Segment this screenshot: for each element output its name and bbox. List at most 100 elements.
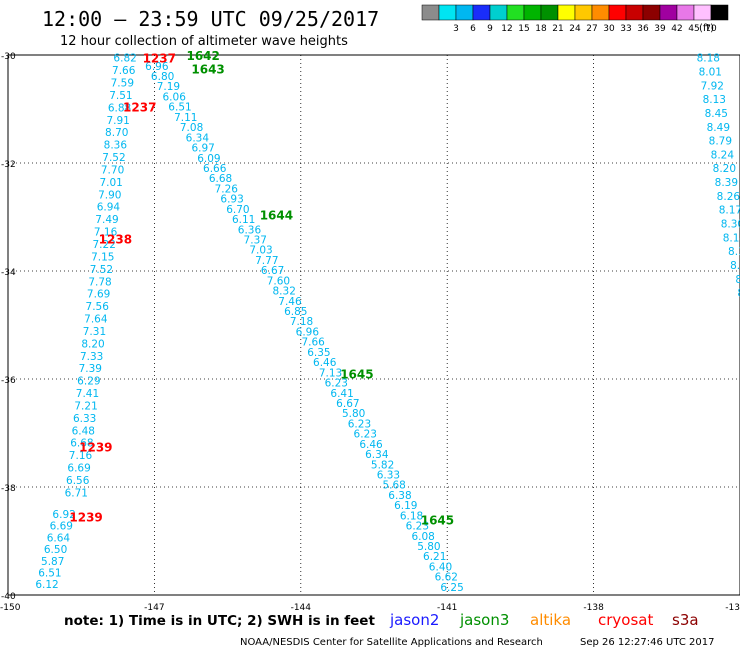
wave-height-value: 7.01 bbox=[99, 177, 122, 189]
wave-height-value: 6.23 bbox=[406, 521, 429, 533]
color-scale-tick-label: 12 bbox=[501, 24, 512, 34]
wave-height-value: 7.16 bbox=[94, 227, 118, 239]
wave-height-value: 6.67 bbox=[261, 265, 284, 277]
wave-height-value: 6.96 bbox=[145, 61, 169, 73]
color-scale-swatch bbox=[574, 4, 593, 21]
color-scale-swatch bbox=[540, 4, 559, 21]
wave-height-value: 6.88 bbox=[108, 102, 131, 114]
pass-time-label: 1237 bbox=[123, 100, 156, 114]
wave-height-value: 6.50 bbox=[44, 544, 67, 556]
wave-height-value: 6.56 bbox=[66, 475, 90, 487]
wave-height-value: 5.80 bbox=[342, 408, 365, 420]
color-scale-tick-label: 15 bbox=[518, 24, 529, 34]
wave-height-value: 6.97 bbox=[191, 143, 214, 155]
pass-time-label: 1643 bbox=[191, 63, 224, 77]
wave-height-value: 8.01 bbox=[699, 67, 722, 79]
wave-height-value: 6.94 bbox=[97, 202, 121, 214]
wave-height-value: 8.0 bbox=[730, 260, 740, 272]
wave-height-value: 6.25 bbox=[440, 582, 463, 594]
wave-height-value: 8.45 bbox=[705, 108, 728, 120]
color-scale-swatch bbox=[438, 4, 457, 21]
wave-height-value: 7.60 bbox=[267, 275, 290, 287]
wave-height-value: 8.24 bbox=[711, 149, 735, 161]
wave-height-value: 7.21 bbox=[74, 400, 97, 412]
wave-height-value: 7.66 bbox=[301, 337, 325, 349]
pass-time-label: 1239 bbox=[79, 441, 112, 455]
wave-height-value: 6.51 bbox=[168, 102, 191, 114]
wave-height-value: 7.69 bbox=[87, 289, 110, 301]
wave-height-value: 6.06 bbox=[163, 91, 187, 103]
wave-height-value: 7.19 bbox=[157, 81, 180, 93]
satellite-legend-s3a: s3a bbox=[672, 611, 699, 629]
wave-height-value: 6.23 bbox=[348, 418, 371, 430]
axis-tick-labels: -30 -32 -34 -36 -38 -40-150 -147 -144 -141 -138 -1… bbox=[0, 52, 740, 613]
wave-height-value: 7.92 bbox=[701, 80, 724, 92]
color-scale-swatch bbox=[489, 4, 508, 21]
pass-time-label: 1238 bbox=[99, 233, 132, 247]
wave-height-value: 8.36 bbox=[104, 140, 128, 152]
wave-height-value: 7.37 bbox=[244, 235, 267, 247]
wave-height-value: 7.56 bbox=[86, 301, 110, 313]
satellite-legend-jason2: jason2 bbox=[389, 611, 439, 629]
color-scale-swatch bbox=[557, 4, 576, 21]
wave-height-value: 8. bbox=[737, 288, 740, 300]
wave-height-value: 5.80 bbox=[417, 541, 440, 553]
wave-height-color-scale: 3 6 9 12 15 18 21 24 27 30 33 36 39 42 45 70 bbox=[421, 4, 729, 34]
color-scale-tick-label: 6 bbox=[470, 24, 476, 34]
wave-height-value: 6.33 bbox=[377, 470, 400, 482]
wave-height-value: 6.70 bbox=[226, 204, 249, 216]
color-scale-tick-label: 30 bbox=[603, 24, 615, 34]
wave-height-value: 6.33 bbox=[73, 413, 96, 425]
wave-height-value: 6.23 bbox=[325, 378, 348, 390]
wave-height-value: 6.92 bbox=[52, 509, 75, 521]
wave-height-value: 7.11 bbox=[174, 112, 197, 124]
wave-height-value: 6.66 bbox=[203, 163, 227, 175]
color-scale-tick-label: 27 bbox=[586, 24, 597, 34]
pass-time-label: 1645 bbox=[340, 368, 373, 382]
wave-height-value: 6.40 bbox=[429, 561, 452, 573]
wave-height-value: 6.93 bbox=[220, 194, 243, 206]
wave-height-value: 7.22 bbox=[93, 239, 116, 251]
wave-height-value: 6.11 bbox=[232, 214, 255, 226]
longitude-tick-label: -147 bbox=[144, 603, 164, 613]
color-scale-swatch bbox=[523, 4, 542, 21]
wave-height-value: 8.49 bbox=[707, 122, 730, 134]
wave-height-value: 7.15 bbox=[91, 251, 114, 263]
wave-height-value: 7.90 bbox=[98, 189, 121, 201]
wave-height-value: 7.91 bbox=[106, 115, 129, 127]
satellite-legend-jason3: jason3 bbox=[459, 611, 509, 629]
color-scale-swatch bbox=[625, 4, 644, 21]
footer-credit: NOAA/NESDIS Center for Satellite Applica… bbox=[240, 637, 543, 648]
wave-height-value: 5.87 bbox=[41, 556, 64, 568]
wave-height-value: 6.64 bbox=[47, 532, 71, 544]
satellite-legend-altika: altika bbox=[530, 611, 571, 629]
color-scale-swatch bbox=[472, 4, 491, 21]
wave-height-value: 8.26 bbox=[717, 191, 740, 203]
wave-height-value: 6.34 bbox=[186, 132, 210, 144]
latitude-tick-label: -32 bbox=[1, 160, 16, 170]
longitude-tick-label: -150 bbox=[0, 603, 21, 613]
wave-height-value: 6.80 bbox=[151, 71, 174, 83]
longitude-tick-label: -13 bbox=[725, 603, 740, 613]
wave-height-value: 5.68 bbox=[382, 480, 405, 492]
latitude-tick-label: -40 bbox=[1, 592, 16, 602]
wave-height-value: 7.46 bbox=[278, 296, 302, 308]
longitude-tick-label: -138 bbox=[583, 603, 604, 613]
color-scale-swatch bbox=[506, 4, 525, 21]
wave-height-value: 7.41 bbox=[76, 388, 99, 400]
satellite-legend-cryosat: cryosat bbox=[598, 611, 653, 629]
wave-height-value: 7.64 bbox=[84, 314, 108, 326]
wave-height-value: 8.79 bbox=[709, 136, 732, 148]
wave-height-value: 8.39 bbox=[715, 177, 738, 189]
color-scale-tick-label: 9 bbox=[487, 24, 493, 34]
color-scale-tick-label: 33 bbox=[620, 24, 631, 34]
color-scale-tick-label: 45 bbox=[688, 24, 699, 34]
plot-frame bbox=[7, 54, 740, 596]
wave-height-value: 7.66 bbox=[112, 65, 136, 77]
wave-height-value: 7.03 bbox=[249, 245, 272, 257]
wave-height-value: 8.13 bbox=[703, 94, 726, 106]
wave-height-value: 7.31 bbox=[83, 326, 106, 338]
wave-height-value: 6.85 bbox=[284, 306, 307, 318]
wave-height-value: 7.51 bbox=[109, 90, 132, 102]
